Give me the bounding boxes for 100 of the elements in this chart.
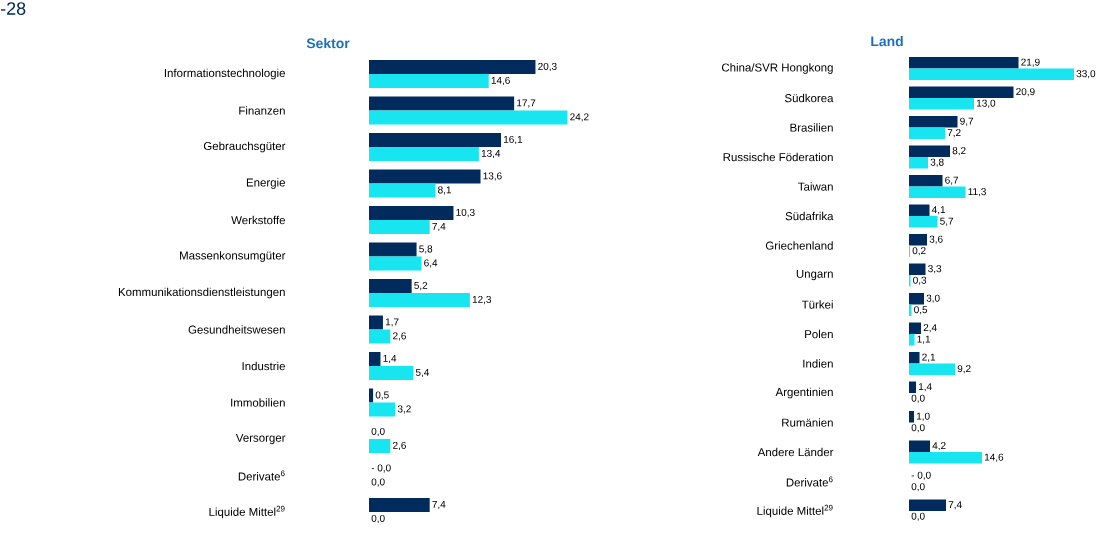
data-label: 2,1	[922, 353, 936, 362]
y-tick-label: Brasilien	[790, 123, 833, 132]
data-label: 3,3	[928, 265, 942, 274]
bar	[909, 204, 930, 216]
bar	[369, 366, 414, 380]
bar	[909, 145, 951, 157]
data-label: 0,5	[375, 391, 389, 400]
data-label: 8,1	[438, 186, 451, 195]
data-label: 6,7	[945, 176, 959, 185]
y-tick-label: Liquide Mittel$^{29}$	[757, 504, 833, 518]
data-label: 2,6	[393, 441, 406, 451]
data-label: 9,2	[957, 365, 971, 374]
data-label: 14,6	[984, 453, 1004, 462]
data-label: 14,6	[491, 76, 510, 86]
bar	[369, 352, 381, 366]
bar	[909, 157, 929, 169]
bar	[909, 411, 915, 423]
chart-title: Land	[871, 36, 903, 47]
data-label: - 0,0	[911, 471, 931, 480]
bar	[369, 60, 536, 74]
data-label: 13,6	[483, 172, 502, 181]
bar	[369, 329, 391, 344]
bar	[909, 334, 915, 346]
y-tick-label: Derivate$^{6}$	[238, 470, 285, 481]
text: -28	[1, 2, 26, 15]
y-tick-label: Andere Länder	[757, 447, 834, 457]
y-tick-label: Finanzen	[239, 106, 285, 115]
data-label: 6,4	[424, 259, 438, 268]
bar	[369, 498, 430, 512]
data-label: 5,7	[940, 217, 954, 226]
y-tick-label: Südafrika	[785, 211, 834, 221]
data-label: 0,2	[912, 247, 926, 256]
bar	[909, 440, 931, 452]
data-label: 0,5	[914, 306, 928, 315]
data-label: 3,8	[930, 158, 944, 167]
y-tick-label: Argentinien	[775, 387, 833, 399]
data-label: 2,6	[393, 332, 406, 341]
y-tick-label: Griechenland	[765, 241, 833, 250]
bar	[369, 315, 383, 330]
data-label: 0,0	[911, 394, 925, 403]
data-label: 21,9	[1021, 58, 1040, 67]
data-label: 8,2	[952, 147, 966, 156]
data-label: 5,8	[419, 245, 433, 254]
y-tick-label: Industrie	[242, 361, 285, 371]
y-tick-label: Werkstoffe	[231, 215, 285, 225]
data-label: 7,4	[432, 222, 446, 232]
data-label: 1,4	[918, 383, 932, 392]
data-label: 7,2	[947, 129, 961, 138]
data-label: 17,7	[517, 99, 536, 108]
bar	[909, 68, 1075, 80]
bar	[909, 499, 947, 511]
y-tick-label: Versorger	[235, 433, 286, 445]
bar	[909, 381, 917, 393]
y-tick-label: Informationstechnologie	[164, 68, 285, 80]
bar	[909, 216, 938, 228]
bar	[369, 279, 412, 293]
bar	[369, 96, 515, 111]
data-label: 5,4	[415, 368, 430, 378]
data-label: 12,3	[472, 295, 492, 305]
bar	[369, 206, 454, 220]
data-label: 3,6	[929, 235, 943, 244]
bar	[909, 352, 920, 364]
bar	[909, 263, 926, 275]
data-label: 20,3	[538, 62, 557, 72]
bar	[909, 293, 925, 305]
data-label: 2,4	[923, 324, 937, 333]
data-label: 4,2	[932, 442, 946, 451]
y-tick-label: Südkorea	[784, 93, 834, 103]
bar	[909, 304, 912, 316]
bar	[909, 98, 975, 110]
y-tick-label: Energie	[246, 178, 285, 189]
y-tick-label: Türkei	[801, 300, 833, 309]
bar	[909, 234, 928, 246]
bar	[369, 147, 479, 161]
y-tick-label: Russische Föderation	[723, 152, 833, 162]
bar	[909, 363, 956, 375]
data-label: 11,3	[968, 188, 986, 197]
y-tick-label: Massenkonsumgüter	[180, 251, 286, 262]
data-label: 1,1	[917, 335, 931, 344]
data-label: 4,1	[931, 206, 946, 215]
bar	[909, 57, 1019, 69]
data-label: 16,1	[503, 135, 523, 145]
bar	[369, 293, 470, 307]
bar	[909, 116, 958, 128]
data-label: 0,0	[371, 427, 385, 437]
data-label: 0,0	[911, 512, 925, 521]
data-label: 0,3	[913, 276, 927, 285]
bar	[369, 256, 422, 271]
chart-title: Sektor	[306, 38, 350, 49]
data-label: 1,0	[916, 412, 930, 421]
data-label: 7,4	[432, 500, 446, 510]
data-label: 3,2	[397, 405, 411, 414]
y-tick-label: Taiwan	[798, 182, 833, 191]
y-tick-label: Rumänien	[782, 418, 833, 427]
bar	[369, 402, 396, 417]
y-tick-label: Indien	[803, 359, 833, 368]
data-label: 0,0	[371, 514, 385, 524]
data-label: 5,2	[414, 281, 428, 291]
data-label: 0,0	[371, 478, 385, 487]
y-tick-label: Gesundheitswesen	[188, 325, 285, 334]
